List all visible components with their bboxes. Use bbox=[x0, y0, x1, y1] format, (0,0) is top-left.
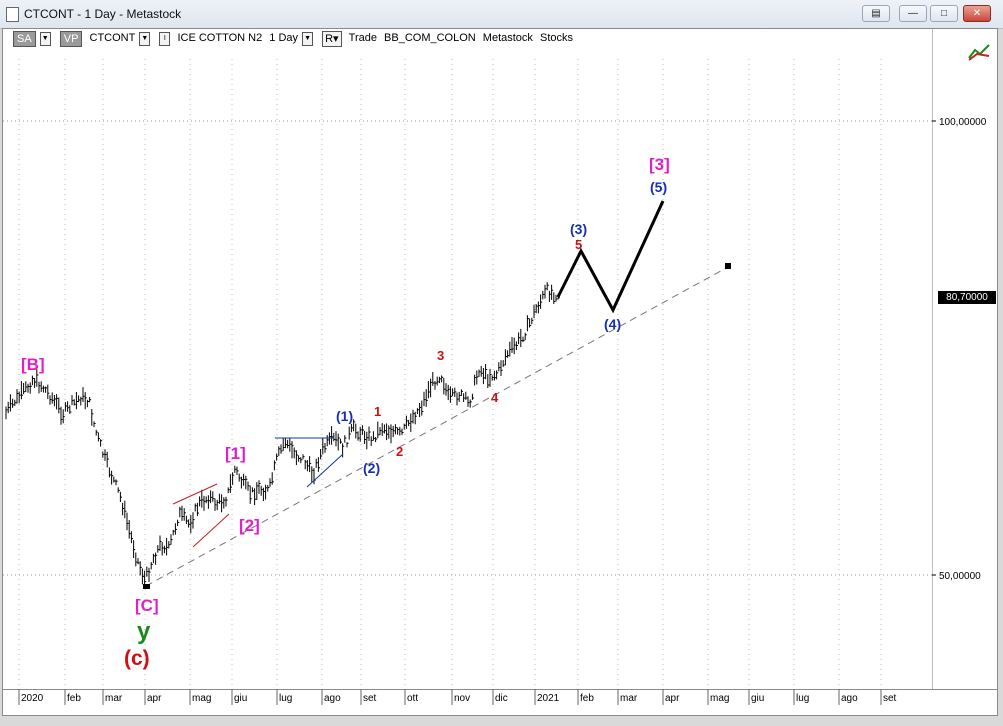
account-label: BB_COM_COLON bbox=[384, 32, 476, 44]
wave-label-c: (c) bbox=[124, 647, 150, 670]
time-label: giu bbox=[751, 693, 764, 704]
app-icon bbox=[6, 7, 19, 22]
time-axis-separator bbox=[3, 689, 997, 690]
chart-area[interactable]: SA ▼ VP CTCONT ▼ I ICE COTTON N2 1 Day ▼ R▾… bbox=[2, 28, 998, 716]
time-label: set bbox=[363, 693, 377, 704]
wave-label-r4: 4 bbox=[491, 390, 499, 405]
symbol-dropdown-icon[interactable]: ▼ bbox=[139, 32, 151, 46]
time-label: mag bbox=[710, 693, 729, 704]
period-label: 1 Day bbox=[269, 32, 299, 44]
wave-label-5-minor: (5) bbox=[650, 179, 667, 195]
drawing-tools-icon[interactable] bbox=[967, 42, 991, 62]
period-dropdown-icon[interactable]: ▼ bbox=[302, 32, 314, 46]
symbol-label: CTCONT bbox=[89, 32, 136, 44]
time-label: ott bbox=[407, 693, 418, 704]
time-label: mag bbox=[192, 693, 211, 704]
time-label: giu bbox=[234, 693, 247, 704]
time-label: apr bbox=[147, 693, 162, 704]
last-price-label: 80,70000 bbox=[938, 291, 996, 304]
time-label: 2020 bbox=[21, 693, 44, 704]
diagonal-lower bbox=[192, 513, 230, 548]
diagonal-upper bbox=[172, 483, 218, 505]
trendline-endpoint bbox=[725, 263, 731, 269]
time-label: mar bbox=[105, 693, 123, 704]
wave-label-2-major: [2] bbox=[239, 516, 260, 535]
maximize-icon[interactable]: □ bbox=[930, 5, 958, 22]
time-label: ago bbox=[324, 693, 341, 704]
wave-label-C: [C] bbox=[135, 596, 159, 615]
time-label: ago bbox=[841, 693, 858, 704]
mode-label: R bbox=[325, 33, 334, 45]
vp-button[interactable]: VP bbox=[59, 31, 83, 47]
time-label: set bbox=[883, 693, 897, 704]
help-icon[interactable]: ▤ bbox=[862, 5, 890, 22]
wave-label-B: [B] bbox=[21, 355, 45, 374]
price-tick-100: 100,00000 bbox=[939, 117, 987, 128]
price-bars bbox=[5, 282, 560, 588]
time-label: lug bbox=[279, 693, 292, 704]
wave-label-3-major: [3] bbox=[649, 155, 670, 174]
time-label: apr bbox=[665, 693, 680, 704]
vertical-grid bbox=[18, 59, 882, 689]
type-label: Stocks bbox=[540, 32, 574, 44]
low-marker bbox=[143, 584, 150, 589]
sa-dropdown-icon[interactable]: ▼ bbox=[39, 32, 51, 46]
projection-path bbox=[556, 200, 665, 314]
mode-dropdown[interactable]: R▾ bbox=[322, 31, 342, 47]
time-label: lug bbox=[796, 693, 809, 704]
time-axis: 2020 feb mar apr mag giu lug ago set ott nov dic 202… bbox=[18, 689, 897, 705]
window-title: CTCONT - 1 Day - Metastock bbox=[24, 7, 182, 21]
wave-label-2-minor: (2) bbox=[363, 460, 380, 476]
price-axis-separator bbox=[932, 29, 933, 689]
close-icon[interactable]: ✕ bbox=[963, 5, 991, 22]
wave-label-r3: 3 bbox=[437, 348, 444, 363]
price-tick-50: 50,00000 bbox=[939, 571, 981, 582]
wave-label-4-minor: (4) bbox=[604, 316, 621, 332]
info-icon[interactable]: I bbox=[159, 32, 171, 46]
wave-label-1-major: [1] bbox=[225, 444, 246, 463]
trendline bbox=[145, 266, 729, 587]
chart-toolbar: SA ▼ VP CTCONT ▼ I ICE COTTON N2 1 Day ▼ R▾… bbox=[13, 31, 577, 47]
wave-label-r2: 2 bbox=[396, 444, 403, 459]
instrument-name: ICE COTTON N2 bbox=[177, 32, 263, 44]
wave-label-1-minor: (1) bbox=[336, 408, 353, 424]
time-label: dic bbox=[495, 693, 508, 704]
title-bar: CTCONT - 1 Day - Metastock ▤ — □ ✕ bbox=[0, 0, 1003, 29]
wave-label-r5: 5 bbox=[575, 237, 582, 252]
wave-label-3-minor: (3) bbox=[570, 221, 587, 237]
time-label: feb bbox=[580, 693, 594, 704]
window-frame-bottom bbox=[0, 716, 1003, 726]
source-label: Metastock bbox=[482, 32, 533, 44]
wave-label-y: y bbox=[137, 618, 151, 645]
annotation-lines bbox=[143, 200, 731, 589]
channel-lower bbox=[306, 453, 344, 488]
wave-label-r1: 1 bbox=[374, 404, 381, 419]
price-chart[interactable]: [B] [C] y (c) [1] [2] [3] (1) (2) (3) (4… bbox=[3, 29, 998, 716]
time-label: nov bbox=[454, 693, 470, 704]
time-label: mar bbox=[620, 693, 638, 704]
time-label: feb bbox=[67, 693, 81, 704]
sa-button[interactable]: SA bbox=[13, 31, 36, 47]
trade-label[interactable]: Trade bbox=[348, 32, 377, 44]
time-label: 2021 bbox=[537, 693, 560, 704]
minimize-icon[interactable]: — bbox=[899, 5, 927, 22]
